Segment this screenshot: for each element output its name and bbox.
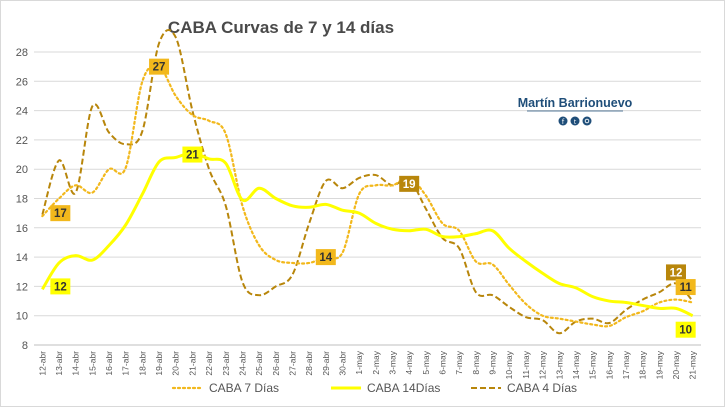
legend: CABA 7 Días CABA 14Días CABA 4 Días — [171, 381, 577, 395]
instagram-icon[interactable] — [582, 116, 592, 126]
x-tick-label: 17-abr — [121, 351, 131, 376]
data-label-box — [149, 58, 170, 75]
y-tick-label: 12 — [16, 281, 28, 293]
legend-label: CABA 14Días — [367, 381, 440, 395]
x-tick-label: 28-abr — [304, 351, 314, 376]
data-label: 27 — [153, 62, 166, 74]
y-tick-label: 18 — [16, 194, 28, 206]
y-tick-label: 24 — [16, 106, 28, 118]
x-tick-label: 24-abr — [237, 351, 247, 376]
x-tick-label: 20-abr — [171, 351, 181, 376]
twitter-icon[interactable]: t — [570, 116, 580, 127]
x-tick-label: 14-abr — [71, 351, 81, 376]
data-labels: 17 12 27 21 14 19 12 11 10 — [50, 58, 696, 338]
x-tick-label: 3-may — [388, 350, 398, 374]
x-tick-label: 6-may — [438, 350, 448, 374]
y-tick-label: 14 — [16, 252, 28, 264]
x-tick-label: 27-abr — [287, 351, 297, 376]
data-label: 21 — [186, 150, 199, 162]
y-tick-label: 10 — [16, 311, 28, 323]
data-label-box — [665, 264, 686, 281]
data-label: 10 — [679, 325, 692, 337]
data-label-box — [399, 175, 420, 192]
series-line-3 — [41, 29, 694, 335]
x-tick-label: 15-abr — [87, 351, 97, 376]
x-tick-label: 5-may — [421, 350, 431, 374]
x-tick-label: 8-may — [471, 350, 481, 374]
y-tick-label: 8 — [22, 340, 28, 352]
x-axis-ticks: 12-abr 13-abr 14-abr 15-abr 16-abr 17-abr 18-a… — [37, 350, 697, 379]
data-label: 19 — [403, 179, 416, 191]
x-tick-label: 19-may — [654, 350, 664, 379]
data-label: 14 — [319, 252, 332, 264]
y-tick-label: 22 — [16, 135, 28, 147]
x-tick-label: 18-abr — [137, 351, 147, 376]
x-tick-label: 29-abr — [321, 351, 331, 376]
svg-text:f: f — [562, 118, 565, 126]
facebook-icon[interactable]: f — [558, 116, 568, 127]
x-tick-label: 1-may — [354, 350, 364, 374]
x-tick-label: 2-may — [371, 350, 381, 374]
legend-item[interactable]: CABA 14Días — [331, 381, 440, 395]
data-label: 12 — [670, 267, 683, 279]
x-tick-label: 17-may — [621, 350, 631, 379]
data-label: 11 — [680, 282, 693, 294]
x-tick-label: 12-abr — [37, 351, 47, 376]
x-tick-label: 16-may — [604, 350, 614, 379]
x-tick-label: 22-abr — [204, 351, 214, 376]
data-label-box — [675, 279, 696, 296]
data-label-box — [315, 249, 336, 266]
data-label: 12 — [54, 281, 67, 293]
y-tick-label: 20 — [16, 164, 28, 176]
x-tick-label: 30-abr — [337, 351, 347, 376]
series-lines — [41, 29, 694, 335]
x-tick-label: 9-may — [488, 350, 498, 374]
brand-name: Martín Barrionuevo — [518, 96, 633, 110]
x-tick-label: 21-may — [688, 350, 698, 379]
x-tick-label: 4-may — [404, 350, 414, 374]
brand-watermark: Martín Barrionuevo f t — [518, 96, 633, 126]
legend-label: CABA 7 Días — [209, 381, 279, 395]
x-tick-label: 15-may — [588, 350, 598, 379]
x-tick-label: 18-may — [638, 350, 648, 379]
grid-lines — [34, 51, 701, 346]
data-label-box — [50, 278, 71, 295]
x-tick-label: 25-abr — [254, 351, 264, 376]
x-tick-label: 26-abr — [271, 351, 281, 376]
y-axis-ticks: 8 10 12 14 16 18 20 22 24 26 28 — [16, 47, 28, 352]
x-tick-label: 21-abr — [187, 351, 197, 376]
y-tick-label: 28 — [16, 47, 28, 59]
chart-title: CABA Curvas de 7 y 14 días — [168, 18, 394, 37]
data-label-box — [182, 146, 203, 163]
data-label-box — [675, 321, 696, 338]
x-tick-label: 13-abr — [54, 351, 64, 376]
x-tick-label: 13-may — [554, 350, 564, 379]
x-tick-label: 16-abr — [104, 351, 114, 376]
x-tick-label: 12-may — [538, 350, 548, 379]
x-tick-label: 11-may — [521, 350, 531, 378]
legend-item[interactable]: CABA 7 Días — [171, 381, 279, 395]
data-label: 17 — [54, 208, 67, 220]
y-tick-label: 16 — [16, 223, 28, 235]
series-line-2 — [41, 151, 694, 318]
series-line-1 — [41, 64, 694, 328]
legend-label: CABA 4 Días — [507, 381, 577, 395]
x-tick-label: 7-may — [454, 350, 464, 374]
x-tick-label: 14-may — [571, 350, 581, 379]
svg-text:t: t — [574, 119, 577, 126]
data-label-box — [50, 205, 71, 222]
y-tick-label: 26 — [16, 76, 28, 88]
legend-item[interactable]: CABA 4 Días — [471, 381, 577, 395]
x-tick-label: 20-may — [671, 350, 681, 379]
x-tick-label: 23-abr — [221, 351, 231, 376]
x-tick-label: 10-may — [504, 350, 514, 379]
x-tick-label: 19-abr — [154, 351, 164, 376]
